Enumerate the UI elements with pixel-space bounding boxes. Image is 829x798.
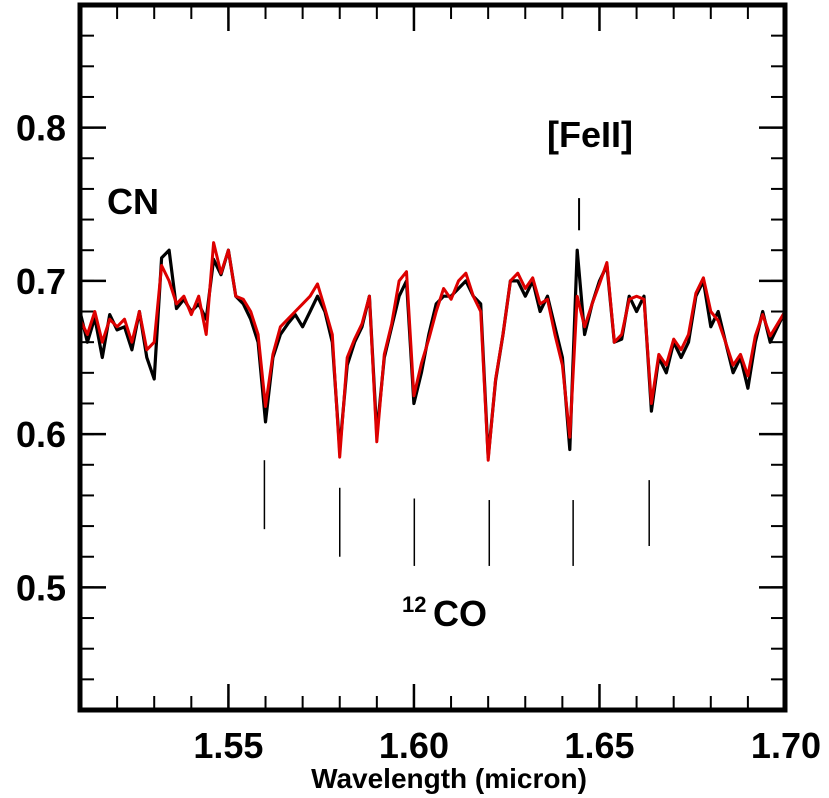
y-tick-label: 0.5 <box>16 567 66 608</box>
x-tick-label: 1.55 <box>193 725 263 766</box>
x-tick-label: 1.60 <box>379 725 449 766</box>
co-isotope-superscript: 12 <box>402 592 426 617</box>
y-tick-label: 0.7 <box>16 261 66 302</box>
co-label: CO <box>433 593 487 634</box>
y-tick-label: 0.8 <box>16 108 66 149</box>
cn-label: CN <box>107 181 159 222</box>
x-tick-label: 1.65 <box>564 725 634 766</box>
line-markers <box>263 198 650 566</box>
x-axis-title: Wavelength (micron) <box>311 763 587 794</box>
tick-labels: 1.55 1.60 1.65 1.70 0.5 0.6 0.7 0.8 <box>16 108 821 766</box>
feii-label: [FeII] <box>547 114 633 155</box>
y-tick-label: 0.6 <box>16 414 66 455</box>
series-line-observed <box>78 248 787 459</box>
x-tick-label: 1.70 <box>751 725 821 766</box>
series-line-model <box>78 241 787 462</box>
plot-frame <box>77 2 788 713</box>
series-layer <box>78 241 787 462</box>
